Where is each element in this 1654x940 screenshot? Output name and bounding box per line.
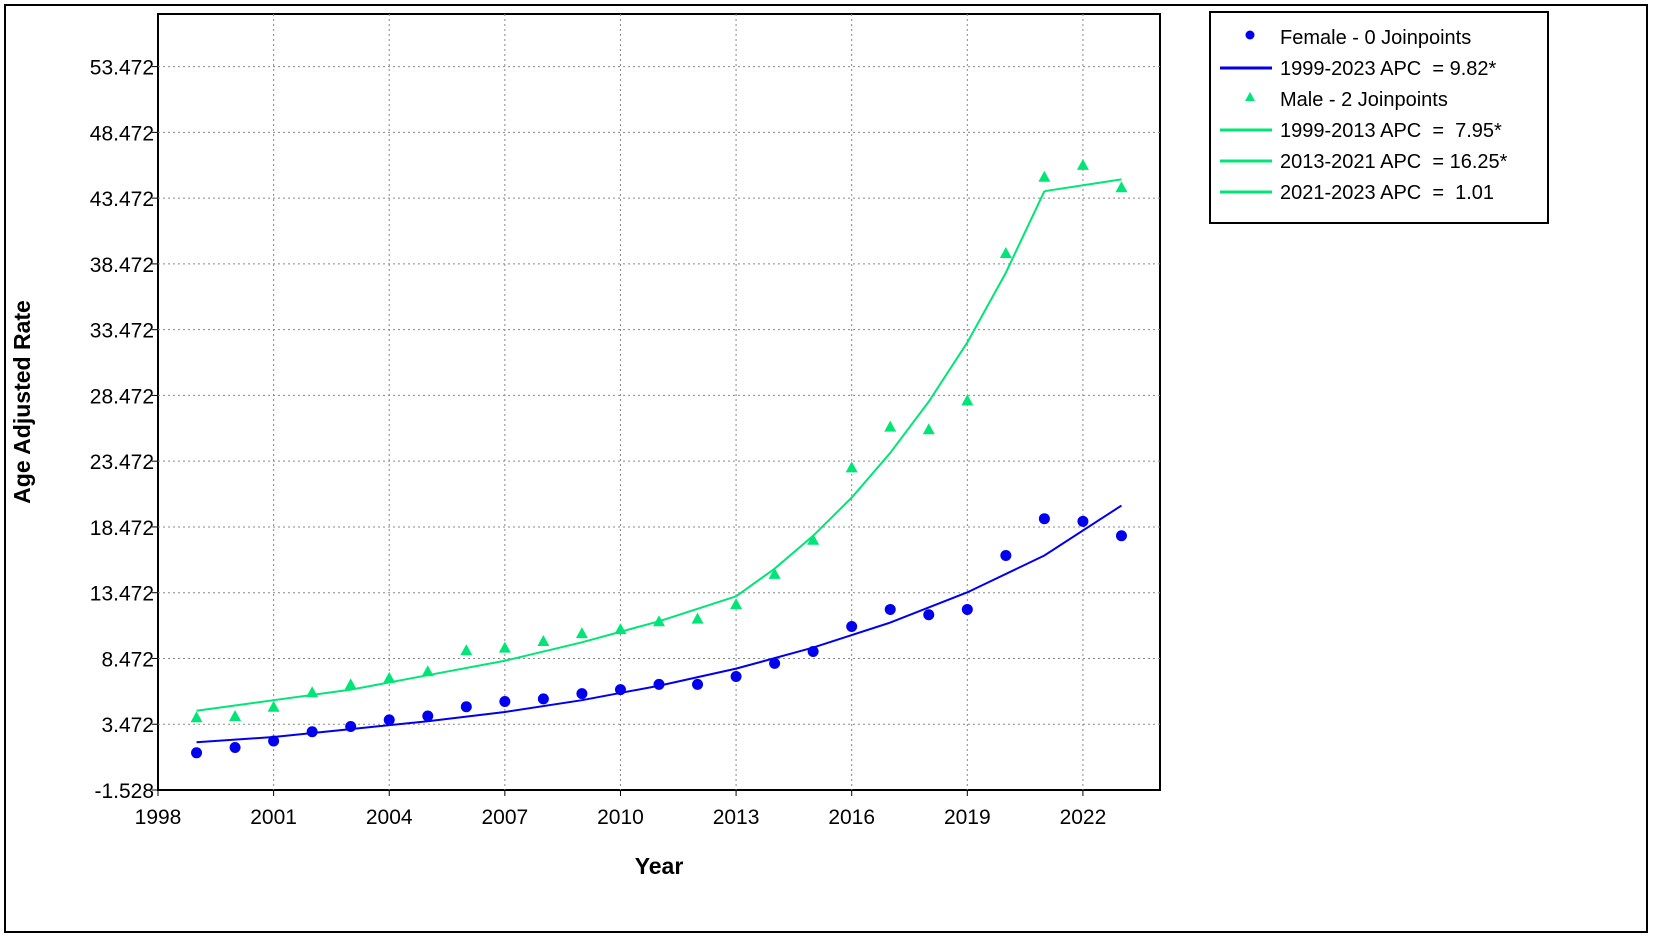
female-point bbox=[1115, 530, 1127, 542]
legend-entry: 2013-2021 APC = 16.25* bbox=[1280, 151, 1508, 173]
male-point bbox=[190, 711, 203, 723]
female-point bbox=[846, 621, 858, 633]
female-point bbox=[537, 693, 549, 705]
male-point bbox=[537, 635, 550, 647]
x-axis-title: Year bbox=[635, 853, 684, 879]
y-tick-label: 33.472 bbox=[90, 320, 154, 343]
legend-marker-triangle bbox=[1245, 92, 1255, 101]
legend-entry: Male - 2 Joinpoints bbox=[1280, 89, 1448, 111]
female-point bbox=[229, 742, 241, 754]
legend-box bbox=[1209, 11, 1549, 224]
male-point bbox=[460, 644, 473, 656]
x-axis-ticks: 1998 2001 2004 2007 2010 2013 2016 2019 2022 bbox=[135, 790, 1107, 829]
male-point bbox=[691, 612, 704, 624]
x-tick-label: 2001 bbox=[250, 806, 297, 829]
x-tick-label: 2016 bbox=[828, 806, 875, 829]
male-point bbox=[229, 709, 242, 721]
y-tick-label: 3.472 bbox=[101, 714, 154, 737]
x-tick-label: 2010 bbox=[597, 806, 644, 829]
y-tick-label: 8.472 bbox=[101, 648, 154, 671]
x-tick-label: 1998 bbox=[135, 806, 182, 829]
y-tick-label: 38.472 bbox=[90, 254, 154, 277]
male-point bbox=[306, 686, 319, 698]
y-tick-label: 28.472 bbox=[90, 385, 154, 408]
fit-line-4 bbox=[735, 190, 1046, 598]
legend-entry: Female - 0 Joinpoints bbox=[1280, 27, 1471, 49]
male-point bbox=[383, 671, 396, 683]
male-point bbox=[730, 598, 743, 610]
female-point bbox=[345, 720, 357, 732]
male-point bbox=[344, 678, 357, 690]
female-point bbox=[1077, 515, 1089, 527]
x-tick-label: 2007 bbox=[481, 806, 528, 829]
male-point bbox=[845, 461, 858, 473]
y-tick-label: 23.472 bbox=[90, 451, 154, 474]
y-axis-ticks: -1.528 3.472 8.472 13.472 18.472 23.472 28.472… bbox=[90, 57, 158, 803]
x-tick-label: 2004 bbox=[366, 806, 413, 829]
x-tick-label: 2019 bbox=[944, 806, 991, 829]
female-point bbox=[460, 701, 472, 713]
male-point bbox=[421, 665, 434, 677]
female-point bbox=[692, 678, 704, 690]
x-tick-label: 2013 bbox=[713, 806, 760, 829]
male-point bbox=[768, 567, 781, 579]
female-point bbox=[807, 646, 819, 658]
male-point bbox=[884, 420, 897, 432]
male-point bbox=[267, 700, 280, 712]
female-point bbox=[769, 657, 781, 669]
plot-border bbox=[157, 13, 1161, 791]
legend-marker-circle bbox=[1245, 30, 1255, 40]
male-point bbox=[1076, 158, 1089, 170]
female-point bbox=[306, 726, 318, 738]
female-point bbox=[268, 735, 280, 747]
y-tick-label: 43.472 bbox=[90, 188, 154, 211]
x-tick-label: 2022 bbox=[1060, 806, 1107, 829]
y-tick-label: 13.472 bbox=[90, 583, 154, 606]
y-axis-title: Age Adjusted Rate bbox=[9, 300, 35, 504]
male-point bbox=[1038, 170, 1051, 182]
male-point bbox=[614, 623, 627, 635]
female-point bbox=[576, 688, 588, 700]
male-point bbox=[999, 247, 1012, 259]
female-point bbox=[1000, 550, 1012, 562]
y-tick-label: 53.472 bbox=[90, 57, 154, 80]
legend-entry: 2021-2023 APC = 1.01 bbox=[1280, 182, 1494, 204]
female-point bbox=[422, 710, 434, 722]
female-point bbox=[961, 603, 973, 615]
fit-line-3 bbox=[196, 595, 737, 712]
female-point bbox=[499, 696, 511, 708]
legend-entry: 1999-2023 APC = 9.82* bbox=[1280, 58, 1496, 80]
male-point bbox=[498, 641, 511, 653]
male-point bbox=[653, 615, 665, 627]
legend: Female - 0 Joinpoints 1999-2023 APC = 9.8… bbox=[1209, 11, 1549, 224]
y-tick-label: 18.472 bbox=[90, 517, 154, 540]
female-point bbox=[884, 603, 896, 615]
male-point bbox=[575, 627, 588, 639]
plot-area bbox=[157, 13, 1161, 791]
female-point bbox=[1038, 513, 1050, 525]
gridlines bbox=[158, 14, 1160, 790]
male-point bbox=[807, 533, 820, 545]
legend-entry: 1999-2013 APC = 7.95* bbox=[1280, 120, 1502, 142]
male-point bbox=[961, 394, 974, 406]
male-point bbox=[922, 423, 935, 435]
female-point bbox=[383, 714, 395, 726]
female-point bbox=[191, 747, 203, 759]
fit-line-5 bbox=[1044, 178, 1122, 193]
y-tick-label: 48.472 bbox=[90, 122, 154, 145]
y-tick-label: -1.528 bbox=[94, 780, 154, 803]
female-point bbox=[923, 609, 935, 621]
male-point bbox=[1115, 181, 1128, 193]
female-point bbox=[730, 671, 742, 683]
female-point bbox=[614, 684, 626, 696]
female-point bbox=[653, 678, 665, 690]
observed-points bbox=[190, 158, 1128, 759]
